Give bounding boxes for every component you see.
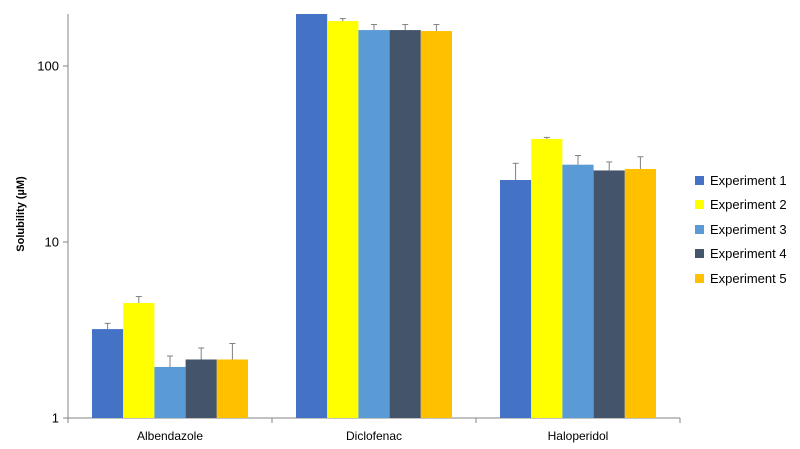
x-tick-label: Haloperidol	[548, 429, 609, 443]
legend-swatch	[695, 175, 704, 185]
bar	[327, 21, 359, 418]
legend-swatch	[695, 273, 704, 283]
legend-label: Experiment 5	[710, 270, 787, 286]
legend-label: Experiment 4	[710, 246, 787, 262]
bar	[562, 164, 594, 418]
bar	[500, 180, 532, 418]
bar	[531, 138, 563, 418]
bar	[296, 14, 328, 418]
bar	[593, 170, 625, 418]
x-tick-label: Diclofenac	[346, 429, 402, 443]
legend-swatch	[695, 224, 704, 234]
legend: Experiment 1 Experiment 2 Experiment 3 Expe…	[695, 168, 787, 291]
x-tick-label: Albendazole	[137, 429, 203, 443]
error-bars	[104, 18, 644, 367]
legend-item: Experiment 1	[695, 168, 787, 193]
legend-item: Experiment 3	[695, 217, 787, 242]
legend-swatch	[695, 249, 704, 259]
bar	[154, 366, 186, 418]
bar	[358, 30, 390, 418]
legend-item: Experiment 4	[695, 242, 787, 267]
bar	[389, 30, 421, 418]
bars	[92, 14, 656, 419]
axis-labels: 1 10 100 Solubility (µM) Albendazole Diclofen…	[15, 59, 608, 444]
legend-swatch	[695, 200, 704, 210]
bar	[123, 303, 155, 418]
legend-item: Experiment 2	[695, 193, 787, 218]
bar	[185, 359, 217, 418]
legend-item: Experiment 5	[695, 266, 787, 291]
y-tick-label: 10	[45, 235, 59, 250]
bar	[624, 168, 656, 418]
legend-label: Experiment 3	[710, 221, 787, 237]
legend-label: Experiment 1	[710, 172, 787, 188]
y-tick-label: 100	[37, 59, 59, 74]
bar	[420, 31, 452, 419]
bar	[216, 359, 248, 418]
y-tick-label: 1	[52, 411, 59, 426]
y-axis-title: Solubility (µM)	[15, 176, 27, 252]
legend-label: Experiment 2	[710, 197, 787, 213]
bar	[92, 329, 124, 418]
